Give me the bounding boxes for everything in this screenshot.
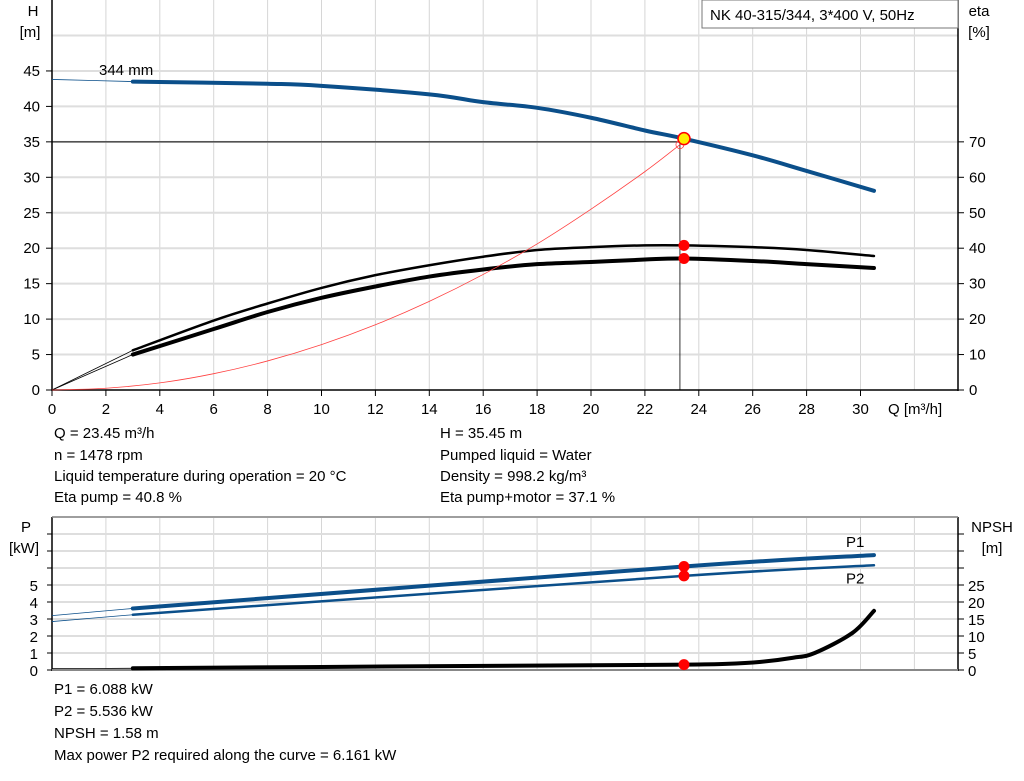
- x-tick-label: 0: [48, 401, 56, 418]
- y-tick-label: 25: [23, 205, 40, 222]
- P1-series-label: P1: [846, 534, 864, 551]
- info-q: Q = 23.45 m³/h: [54, 425, 155, 442]
- P1-curve-extension: [51, 608, 133, 616]
- x-tick-label: 26: [744, 401, 761, 418]
- y-tick-label: 30: [23, 169, 40, 186]
- y-tick-label: 15: [23, 276, 40, 293]
- info-h: H = 35.45 m: [440, 425, 523, 442]
- y2-axis-title: eta: [969, 3, 991, 20]
- y2-axis-unit: [%]: [968, 24, 990, 41]
- x-tick-label: 2: [102, 401, 110, 418]
- x-tick-label: 20: [583, 401, 600, 418]
- npsh-tick-label: 25: [968, 578, 985, 595]
- y-tick-label: 20: [23, 240, 40, 257]
- x-tick-label: 8: [263, 401, 271, 418]
- x-tick-label: 12: [367, 401, 384, 418]
- npsh-axis-unit: [m]: [982, 540, 1003, 557]
- y2-tick-label: 30: [969, 276, 986, 293]
- y-tick-label: 35: [23, 134, 40, 151]
- p-tick-label: 4: [30, 595, 38, 612]
- p-axis-unit: [kW]: [9, 540, 39, 557]
- eta_pump-curve-extension: [51, 349, 134, 391]
- p-tick-label: 3: [30, 612, 38, 629]
- P2-curve: [131, 564, 876, 616]
- y-tick-label: 5: [32, 347, 40, 364]
- x-tick-label: 22: [637, 401, 654, 418]
- p-tick-label: 1: [30, 646, 38, 663]
- npsh-tick-label: 20: [968, 595, 985, 612]
- npsh-tick-label: 5: [968, 646, 976, 663]
- P2-curve-extension: [51, 614, 133, 622]
- y-tick-label: 45: [23, 63, 40, 80]
- info-eta-pump-motor: Eta pump+motor = 37.1 %: [440, 489, 616, 506]
- eta_pump-curve: [131, 243, 876, 352]
- x-tick-label: 6: [210, 401, 218, 418]
- npsh-tick-label: 0: [968, 663, 976, 680]
- duty-point-marker: [677, 131, 691, 146]
- info-density: Density = 998.2 kg/m³: [440, 468, 587, 485]
- H-curve: [130, 79, 876, 193]
- p-tick-label: 0: [30, 663, 38, 680]
- info-p1: P1 = 6.088 kW: [54, 681, 153, 698]
- p-tick-label: 2: [30, 629, 38, 646]
- x-tick-label: 4: [156, 401, 164, 418]
- x-tick-label: 10: [313, 401, 330, 418]
- title-box: [701, 0, 959, 29]
- y2-tick-label: 70: [969, 134, 986, 151]
- info-liquid: Pumped liquid = Water: [440, 447, 592, 464]
- info-eta-pump: Eta pump = 40.8 %: [54, 489, 182, 506]
- system-curve: [51, 144, 681, 391]
- x-axis-title: Q [m³/h]: [888, 401, 942, 418]
- p-axis-title: P: [21, 519, 31, 536]
- npsh-operating-point: [678, 659, 690, 671]
- npsh-tick-label: 15: [968, 612, 985, 629]
- info-speed: n = 1478 rpm: [54, 447, 143, 464]
- x-tick-label: 16: [475, 401, 492, 418]
- x-tick-label: 14: [421, 401, 438, 418]
- y2-tick-label: 40: [969, 240, 986, 257]
- y-axis-unit: [m]: [20, 24, 41, 41]
- y2-tick-label: 50: [969, 205, 986, 222]
- H-curve-extension: [51, 79, 133, 82]
- y-tick-label: 10: [23, 311, 40, 328]
- x-tick-label: 30: [852, 401, 869, 418]
- info-npsh: NPSH = 1.58 m: [54, 725, 159, 742]
- eta_pump_motor-curve-extension: [51, 354, 134, 391]
- eta_pump_motor-curve: [130, 256, 876, 357]
- p-tick-label: 5: [30, 578, 38, 595]
- y-tick-label: 0: [32, 382, 40, 399]
- info-max-power: Max power P2 required along the curve = …: [54, 747, 397, 764]
- impeller-diameter-label: 344 mm: [99, 62, 153, 79]
- x-tick-label: 24: [690, 401, 707, 418]
- NPSH-curve: [130, 608, 876, 671]
- y2-tick-label: 0: [969, 382, 977, 399]
- y-tick-label: 40: [23, 98, 40, 115]
- npsh-axis-title: NPSH: [971, 519, 1013, 536]
- y2-tick-label: 60: [969, 169, 986, 186]
- y-axis-title: H: [28, 3, 39, 20]
- info-p2: P2 = 5.536 kW: [54, 703, 153, 720]
- x-tick-label: 28: [798, 401, 815, 418]
- eta-pump-motor-operating-point: [678, 252, 690, 264]
- y2-tick-label: 10: [969, 347, 986, 364]
- y2-tick-label: 20: [969, 311, 986, 328]
- eta-pump-operating-point: [678, 239, 690, 251]
- info-temperature: Liquid temperature during operation = 20…: [54, 468, 347, 485]
- p2-operating-point: [678, 570, 690, 582]
- P1-curve: [130, 553, 876, 611]
- npsh-tick-label: 10: [968, 629, 985, 646]
- chart-title: NK 40-315/344, 3*400 V, 50Hz: [710, 7, 915, 24]
- x-tick-label: 18: [529, 401, 546, 418]
- p1-operating-point: [678, 561, 690, 573]
- P2-series-label: P2: [846, 570, 864, 587]
